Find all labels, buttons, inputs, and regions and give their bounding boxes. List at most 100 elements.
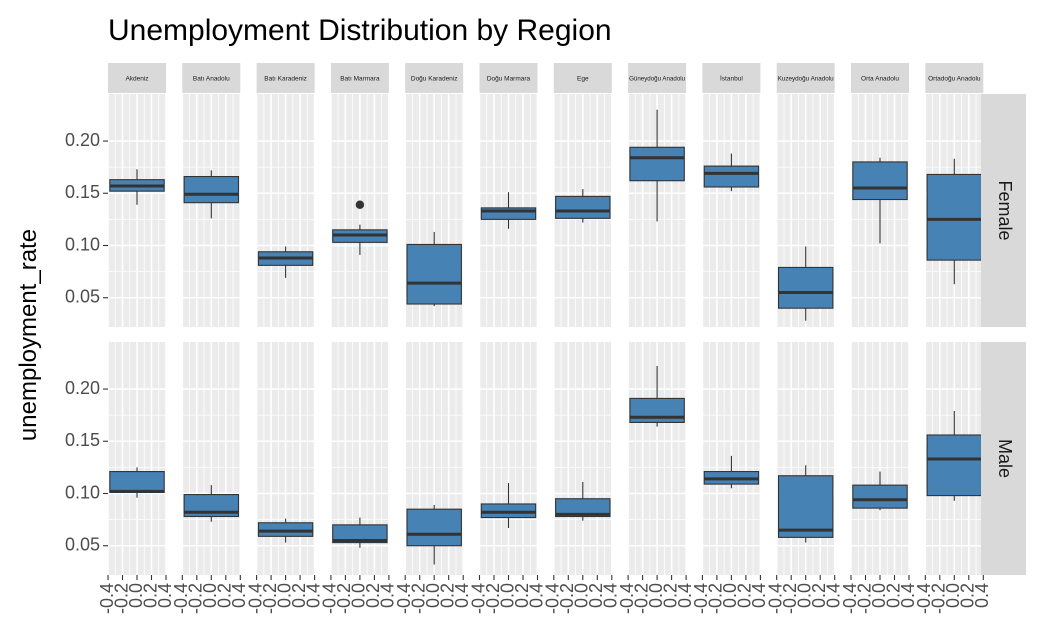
y-tick-label: 0.15	[65, 182, 100, 202]
box-iqr	[555, 195, 611, 219]
strip-top	[405, 63, 464, 93]
x-tick-label: 0.2	[586, 583, 606, 608]
strip-right	[981, 342, 1026, 575]
x-tick-label: -0.2	[780, 583, 800, 614]
x-tick-label: 0.4	[749, 583, 769, 608]
x-tick-label: 0.4	[526, 583, 546, 608]
x-tick-label: 0.0	[423, 583, 443, 608]
x-tick-label: 0.0	[943, 583, 963, 608]
x-tick-label: 0.4	[972, 583, 992, 608]
strip-top-label: Akdeniz	[125, 76, 148, 83]
x-tick-label: 0.4	[823, 583, 843, 608]
y-tick-label: 0.05	[65, 534, 100, 554]
x-tick-label: 0.0	[720, 583, 740, 608]
x-tick-label: 0.0	[869, 583, 889, 608]
x-tick-label: 0.0	[572, 583, 592, 608]
x-tick-label: -0.4	[617, 583, 637, 614]
strip-top	[851, 63, 909, 93]
strip-top-label: Orta Anadolu	[861, 76, 899, 83]
x-tick-label: 0.4	[898, 583, 918, 608]
x-tick-label: 0.2	[735, 583, 755, 608]
x-tick-label: -0.4	[320, 583, 340, 614]
x-tick-label: 0.2	[363, 583, 383, 608]
strip-top	[182, 63, 241, 93]
y-axis-label: unemployment_rate	[15, 229, 42, 441]
facet-grid: Akdeniz Batı Anadolu Batı Karadeniz Batı Ma…	[65, 63, 1026, 614]
x-tick-label: 0.4	[155, 583, 175, 608]
box-iqr	[777, 475, 834, 538]
strip-top-label: İstanbul	[720, 74, 743, 83]
x-tick-label: 0.2	[437, 583, 457, 608]
x-tick-label: -0.2	[408, 583, 428, 614]
x-tick-label: 0.0	[274, 583, 294, 608]
box-iqr	[406, 243, 462, 305]
y-tick-label: 0.20	[65, 378, 100, 398]
strip-top-label: Güneydoğu Anadolu	[629, 76, 685, 83]
x-tick-label: 0.0	[646, 583, 666, 608]
outlier-point	[355, 200, 365, 209]
x-tick-label: -0.2	[483, 583, 503, 614]
x-tick-label: -0.2	[557, 583, 577, 614]
y-tick-label: 0.05	[65, 286, 100, 306]
x-tick-label: -0.2	[260, 583, 280, 614]
y-tick-label: 0.20	[65, 130, 100, 150]
x-tick-label: -0.4	[914, 583, 934, 614]
strip-top	[256, 63, 315, 93]
strip-top-label: Ege	[577, 76, 589, 83]
x-tick-label: 0.4	[229, 583, 249, 608]
x-tick-label: -0.4	[171, 583, 191, 614]
box-iqr	[480, 503, 537, 519]
box-iqr	[703, 165, 760, 188]
box-iqr	[777, 266, 834, 309]
x-tick-label: -0.2	[854, 583, 874, 614]
x-tick-label: 0.4	[303, 583, 323, 608]
strip-top	[479, 63, 538, 93]
x-tick-label: 0.4	[378, 583, 398, 608]
x-tick-label: 0.4	[601, 583, 621, 608]
x-tick-label: 0.2	[215, 583, 235, 608]
strip-top	[702, 63, 761, 93]
x-tick-label: 0.2	[289, 583, 309, 608]
strip-right	[981, 94, 1026, 327]
strip-top-label: Batı Anadolu	[193, 76, 230, 83]
strip-top-label: Doğu Marmara	[487, 76, 531, 83]
y-tick-label: 0.10	[65, 234, 100, 254]
x-tick-label: -0.2	[186, 583, 206, 614]
strip-top-label: Kuzeydoğu Anadolu	[778, 76, 834, 83]
box-iqr	[109, 471, 165, 494]
strip-top-label: Doğu Karadeniz	[411, 76, 458, 83]
strip-right-label: Female	[995, 180, 1015, 240]
x-tick-label: -0.2	[334, 583, 354, 614]
box-iqr	[332, 524, 388, 544]
x-tick-label: -0.4	[394, 583, 414, 614]
box-iqr	[926, 173, 983, 261]
x-tick-label: 0.2	[512, 583, 532, 608]
strip-top	[108, 63, 166, 93]
x-tick-label: 0.4	[452, 583, 472, 608]
x-tick-label: -0.2	[631, 583, 651, 614]
x-tick-label: -0.4	[840, 583, 860, 614]
x-tick-label: 0.2	[140, 583, 160, 608]
box-iqr	[629, 397, 685, 424]
box-iqr	[406, 508, 462, 547]
box-iqr	[926, 434, 983, 497]
x-tick-label: -0.4	[691, 583, 711, 614]
strip-top	[553, 63, 612, 93]
box-iqr	[555, 498, 611, 518]
x-tick-label: -0.4	[468, 583, 488, 614]
x-tick-label: 0.0	[497, 583, 517, 608]
y-tick-label: 0.15	[65, 430, 100, 450]
x-tick-label: 0.2	[809, 583, 829, 608]
box-iqr	[257, 522, 314, 537]
y-tick-label: 0.10	[65, 482, 100, 502]
strip-top	[776, 63, 835, 93]
x-tick-label: 0.0	[794, 583, 814, 608]
x-tick-label: 0.0	[200, 583, 220, 608]
chart-title: Unemployment Distribution by Region	[108, 14, 612, 47]
x-tick-label: 0.0	[349, 583, 369, 608]
strip-top-label: Batı Marmara	[340, 76, 380, 83]
x-tick-label: 0.2	[958, 583, 978, 608]
x-tick-label: 0.2	[660, 583, 680, 608]
x-tick-label: 0.0	[126, 583, 146, 608]
